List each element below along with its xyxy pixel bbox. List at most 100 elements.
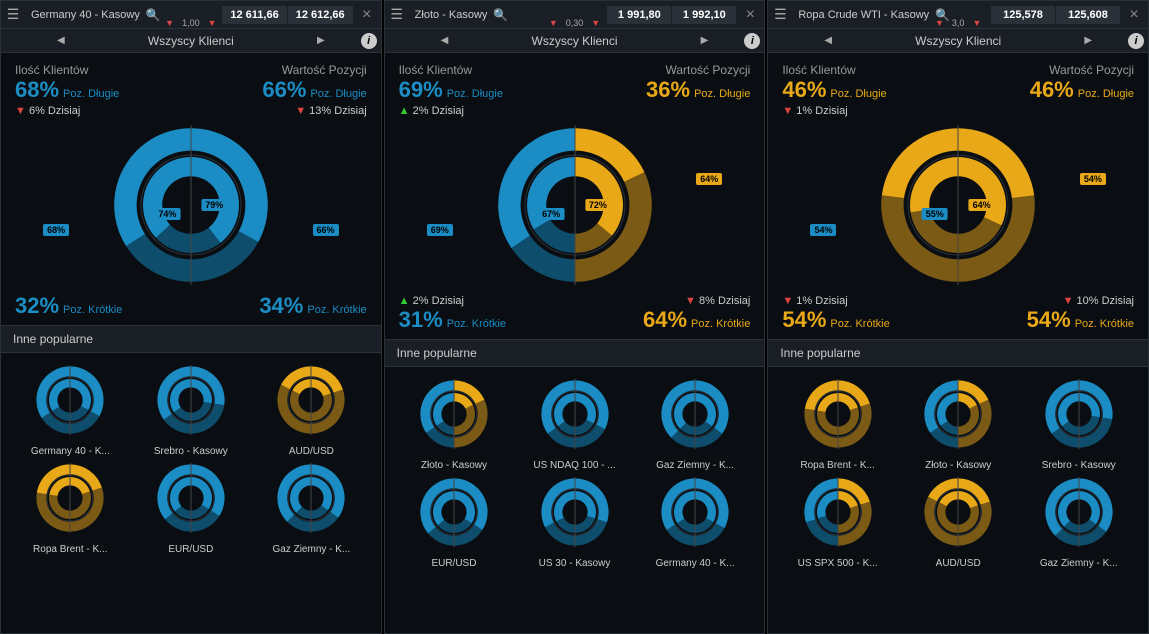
mini-donut — [35, 463, 105, 538]
popular-item-0[interactable]: Germany 40 - K... — [13, 365, 128, 457]
popular-label: US 30 - Kasowy — [517, 558, 632, 569]
mini-donut — [660, 477, 730, 552]
popular-label: Gaz Ziemny - K... — [254, 544, 369, 555]
popular-item-5[interactable]: Gaz Ziemny - K... — [1021, 477, 1136, 569]
outer-right-badge: 64% — [696, 173, 722, 185]
popular-item-2[interactable]: Gaz Ziemny - K... — [638, 379, 753, 471]
info-button[interactable]: i — [1128, 33, 1144, 49]
today-label: Dzisiaj — [432, 295, 464, 307]
inner-left-badge: 55% — [922, 208, 948, 220]
qty-today: ▼ 1% Dzisiaj — [782, 105, 886, 117]
popular-grid: Ropa Brent - K... Złoto - Kasowy Srebro … — [768, 367, 1148, 581]
popular-label: Ropa Brent - K... — [13, 544, 128, 555]
val-long-block: Wartość Pozycji 46%Poz. Długie — [1030, 63, 1134, 117]
popular-label: EUR/USD — [134, 544, 249, 555]
popular-label: AUD/USD — [901, 558, 1016, 569]
mini-donut — [923, 379, 993, 454]
nav-prev[interactable]: ◀ — [435, 33, 455, 48]
popular-item-4[interactable]: EUR/USD — [134, 463, 249, 555]
popular-title: Inne popularne — [385, 339, 765, 367]
spread-row: ▼1,00▼ — [1, 17, 381, 29]
nav-next[interactable]: ▶ — [311, 33, 331, 48]
main-chart-area: Ilość Klientów 46%Poz. Długie ▼ 1% Dzisi… — [768, 53, 1148, 339]
popular-label: Ropa Brent - K... — [780, 460, 895, 471]
panel-1: ☰ Złoto - Kasowy🔍 1 991,80 1 992,10 × ▼0… — [384, 0, 766, 634]
mini-donut — [540, 477, 610, 552]
clients-label: Wszyscy Klienci — [148, 34, 234, 48]
inner-left-badge: 74% — [154, 208, 180, 220]
main-donut: 55% 64% 54% 54% — [782, 125, 1134, 285]
popular-label: US NDAQ 100 - ... — [517, 460, 632, 471]
spread-row: ▼3,0▼ — [768, 17, 1148, 29]
outer-right-badge: 54% — [1080, 173, 1106, 185]
val-short-block: 34%Poz. Krótkie — [259, 293, 366, 319]
popular-label: AUD/USD — [254, 446, 369, 457]
popular-label: Germany 40 - K... — [638, 558, 753, 569]
popular-label: Gaz Ziemny - K... — [1021, 558, 1136, 569]
mini-donut — [803, 379, 873, 454]
mini-donut — [276, 463, 346, 538]
main-donut: 74% 79% 68% 66% — [15, 125, 367, 285]
popular-item-2[interactable]: Srebro - Kasowy — [1021, 379, 1136, 471]
outer-right-badge: 66% — [313, 224, 339, 236]
today-label: Dzisiaj — [48, 105, 80, 117]
popular-item-2[interactable]: AUD/USD — [254, 365, 369, 457]
outer-left-badge: 54% — [810, 224, 836, 236]
popular-title: Inne popularne — [768, 339, 1148, 367]
qty-today: ▲ 2% Dzisiaj — [399, 105, 503, 117]
val-long-block: Wartość Pozycji 66%Poz. Długie ▼ 13% Dzi… — [262, 63, 366, 117]
popular-label: US SPX 500 - K... — [780, 558, 895, 569]
val-short-block: ▼ 10% Dzisiaj 54%Poz. Krótkie — [1027, 293, 1134, 333]
subheader: ◀ Wszyscy Klienci ▶ i — [1, 29, 381, 53]
mini-donut — [803, 477, 873, 552]
mini-donut — [660, 379, 730, 454]
popular-item-1[interactable]: Srebro - Kasowy — [134, 365, 249, 457]
mini-donut — [419, 379, 489, 454]
popular-title: Inne popularne — [1, 325, 381, 353]
qty-short-block: 32%Poz. Krótkie — [15, 293, 122, 319]
popular-item-3[interactable]: US SPX 500 - K... — [780, 477, 895, 569]
popular-item-5[interactable]: Germany 40 - K... — [638, 477, 753, 569]
popular-item-1[interactable]: US NDAQ 100 - ... — [517, 379, 632, 471]
mini-donut — [540, 379, 610, 454]
clients-label: Wszyscy Klienci — [532, 34, 618, 48]
popular-item-3[interactable]: EUR/USD — [397, 477, 512, 569]
today-label: Dzisiaj — [334, 105, 366, 117]
panel-0: ☰ Germany 40 - Kasowy🔍 12 611,66 12 612,… — [0, 0, 382, 634]
today-label: Dzisiaj — [718, 295, 750, 307]
inner-left-badge: 67% — [538, 208, 564, 220]
popular-label: Germany 40 - K... — [13, 446, 128, 457]
today-label: Dzisiaj — [432, 105, 464, 117]
info-button[interactable]: i — [361, 33, 377, 49]
popular-item-3[interactable]: Ropa Brent - K... — [13, 463, 128, 555]
val-today: ▼ 13% Dzisiaj — [295, 105, 366, 117]
mini-donut — [419, 477, 489, 552]
val-short-block: ▼ 8% Dzisiaj 64%Poz. Krótkie — [643, 293, 750, 333]
mini-donut — [276, 365, 346, 440]
nav-next[interactable]: ▶ — [695, 33, 715, 48]
mini-donut — [35, 365, 105, 440]
popular-label: Srebro - Kasowy — [1021, 460, 1136, 471]
popular-item-0[interactable]: Złoto - Kasowy — [397, 379, 512, 471]
main-chart-area: Ilość Klientów 69%Poz. Długie ▲ 2% Dzisi… — [385, 53, 765, 339]
qty-short-block: ▼ 1% Dzisiaj 54%Poz. Krótkie — [782, 293, 889, 333]
popular-label: Złoto - Kasowy — [901, 460, 1016, 471]
outer-left-badge: 68% — [43, 224, 69, 236]
subheader: ◀ Wszyscy Klienci ▶ i — [385, 29, 765, 53]
today-label: Dzisiaj — [815, 295, 847, 307]
main-donut: 67% 72% 69% 64% — [399, 125, 751, 285]
popular-label: Złoto - Kasowy — [397, 460, 512, 471]
nav-prev[interactable]: ◀ — [51, 33, 71, 48]
nav-next[interactable]: ▶ — [1078, 33, 1098, 48]
info-button[interactable]: i — [744, 33, 760, 49]
popular-item-0[interactable]: Ropa Brent - K... — [780, 379, 895, 471]
popular-item-1[interactable]: Złoto - Kasowy — [901, 379, 1016, 471]
inner-right-badge: 72% — [585, 199, 611, 211]
popular-item-5[interactable]: Gaz Ziemny - K... — [254, 463, 369, 555]
qty-long-block: Ilość Klientów 68%Poz. Długie ▼ 6% Dzisi… — [15, 63, 119, 117]
popular-item-4[interactable]: AUD/USD — [901, 477, 1016, 569]
inner-right-badge: 64% — [969, 199, 995, 211]
nav-prev[interactable]: ◀ — [818, 33, 838, 48]
main-chart-area: Ilość Klientów 68%Poz. Długie ▼ 6% Dzisi… — [1, 53, 381, 325]
popular-item-4[interactable]: US 30 - Kasowy — [517, 477, 632, 569]
